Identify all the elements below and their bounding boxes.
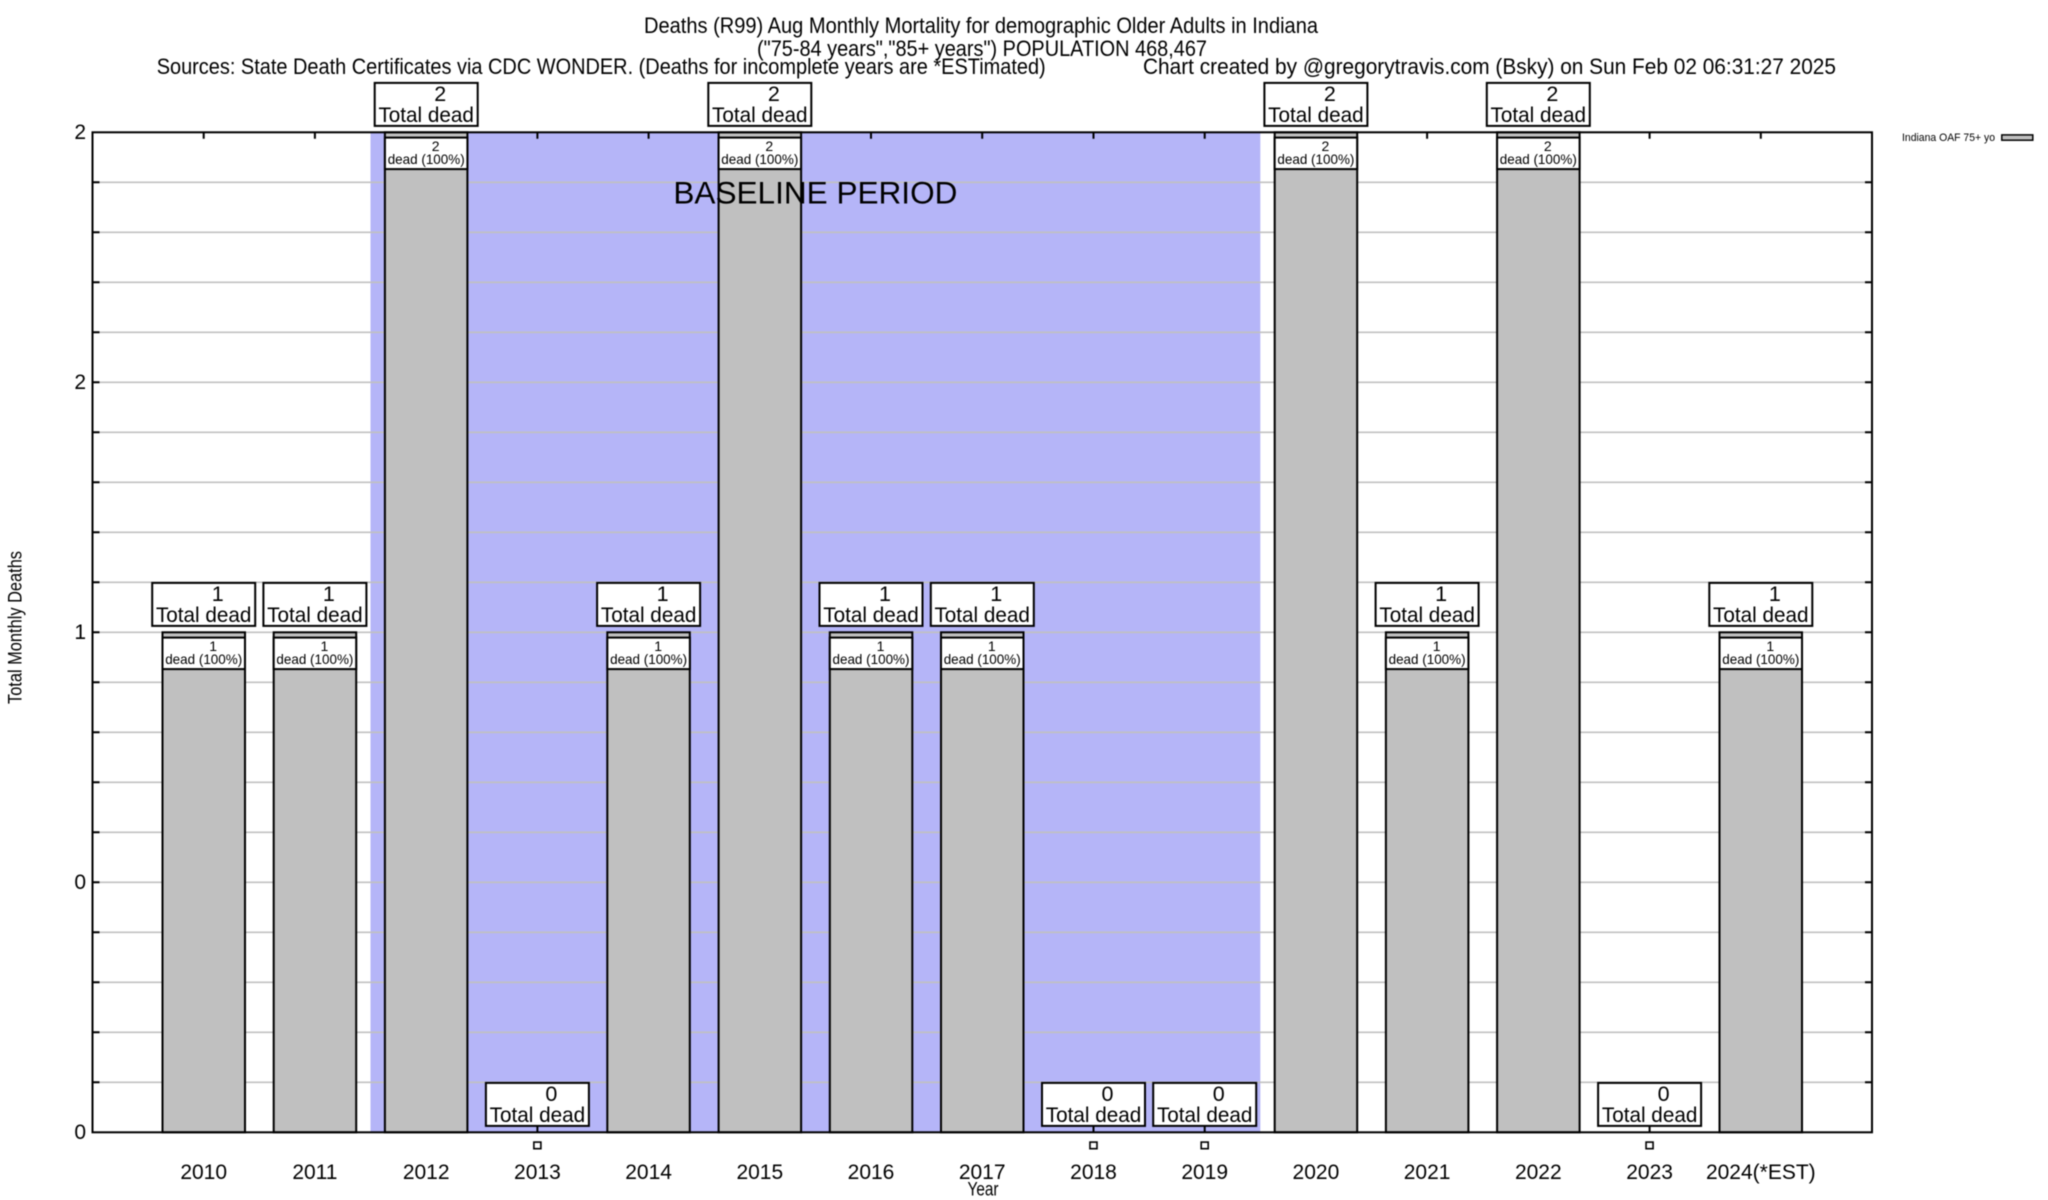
svg-text:dead (100%): dead (100%) — [1722, 651, 1799, 667]
svg-text:dead (100%): dead (100%) — [610, 651, 687, 667]
svg-text:0: 0 — [1658, 1082, 1670, 1106]
svg-text:0: 0 — [74, 1121, 86, 1144]
svg-text:Total dead: Total dead — [1046, 1103, 1142, 1127]
svg-text:1: 1 — [321, 638, 329, 654]
svg-text:2: 2 — [768, 82, 780, 106]
svg-text:2022: 2022 — [1515, 1161, 1562, 1184]
svg-text:Chart created by @gregorytravi: Chart created by @gregorytravis.com (Bsk… — [1143, 54, 1836, 79]
svg-text:1: 1 — [209, 638, 217, 654]
svg-text:Sources: State Death Certifica: Sources: State Death Certificates via CD… — [157, 54, 1046, 79]
svg-text:dead (100%): dead (100%) — [721, 151, 798, 167]
svg-text:Total dead: Total dead — [1157, 1103, 1253, 1127]
svg-text:2: 2 — [1324, 82, 1336, 106]
svg-text:1: 1 — [74, 621, 86, 644]
svg-text:Total dead: Total dead — [1379, 603, 1475, 627]
svg-text:0: 0 — [1213, 1082, 1225, 1106]
svg-text:Total dead: Total dead — [1268, 103, 1364, 127]
svg-text:1: 1 — [988, 638, 996, 654]
svg-text:1: 1 — [212, 582, 224, 606]
svg-text:1: 1 — [1435, 582, 1447, 606]
svg-text:Total dead: Total dead — [378, 103, 474, 127]
svg-text:("75-84 years","85+ years") PO: ("75-84 years","85+ years") POPULATION 4… — [757, 36, 1207, 61]
svg-text:dead (100%): dead (100%) — [1500, 151, 1577, 167]
svg-text:Total dead: Total dead — [1602, 1103, 1698, 1127]
svg-text:2017: 2017 — [959, 1161, 1006, 1184]
svg-text:dead (100%): dead (100%) — [165, 651, 242, 667]
svg-text:Total dead: Total dead — [823, 603, 919, 627]
svg-text:2: 2 — [74, 371, 86, 394]
svg-text:Year: Year — [968, 1179, 1000, 1200]
svg-text:Indiana OAF 75+ yo: Indiana OAF 75+ yo — [1902, 132, 1995, 144]
svg-text:2: 2 — [1546, 82, 1558, 106]
svg-text:Total dead: Total dead — [934, 603, 1030, 627]
svg-text:2023: 2023 — [1626, 1161, 1673, 1184]
svg-text:Total dead: Total dead — [1713, 603, 1809, 627]
svg-text:2015: 2015 — [736, 1161, 783, 1184]
svg-text:Total Monthly Deaths: Total Monthly Deaths — [6, 551, 27, 704]
svg-text:Total dead: Total dead — [267, 603, 363, 627]
svg-text:2: 2 — [434, 82, 446, 106]
svg-text:2: 2 — [1544, 138, 1552, 154]
svg-text:1: 1 — [1766, 638, 1774, 654]
svg-text:1: 1 — [654, 638, 662, 654]
svg-text:dead (100%): dead (100%) — [833, 651, 910, 667]
svg-text:2011: 2011 — [292, 1161, 337, 1184]
svg-text:Total dead: Total dead — [601, 603, 697, 627]
svg-text:2010: 2010 — [180, 1161, 227, 1184]
svg-text:1: 1 — [657, 582, 669, 606]
svg-text:Deaths (R99) Aug Monthly Morta: Deaths (R99) Aug Monthly Mortality for d… — [644, 13, 1319, 38]
svg-text:0: 0 — [1102, 1082, 1114, 1106]
svg-text:Total dead: Total dead — [156, 603, 252, 627]
svg-text:Total dead: Total dead — [1491, 103, 1587, 127]
svg-text:2: 2 — [1322, 138, 1330, 154]
svg-text:2: 2 — [432, 138, 440, 154]
svg-text:2012: 2012 — [403, 1161, 450, 1184]
svg-text:2014: 2014 — [625, 1161, 672, 1184]
svg-text:1: 1 — [877, 638, 885, 654]
svg-text:2: 2 — [765, 138, 773, 154]
svg-text:dead (100%): dead (100%) — [1389, 651, 1466, 667]
svg-text:2019: 2019 — [1181, 1161, 1228, 1184]
svg-text:dead (100%): dead (100%) — [276, 651, 353, 667]
svg-text:2024(*EST): 2024(*EST) — [1706, 1161, 1816, 1184]
svg-text:2018: 2018 — [1070, 1161, 1117, 1184]
svg-text:Total dead: Total dead — [490, 1103, 586, 1127]
svg-text:2: 2 — [74, 121, 86, 144]
svg-text:2020: 2020 — [1293, 1161, 1340, 1184]
svg-text:2013: 2013 — [514, 1161, 561, 1184]
svg-text:1: 1 — [323, 582, 335, 606]
svg-text:dead (100%): dead (100%) — [1277, 151, 1354, 167]
svg-text:dead (100%): dead (100%) — [944, 651, 1021, 667]
svg-text:1: 1 — [1433, 638, 1441, 654]
svg-text:2016: 2016 — [848, 1161, 895, 1184]
svg-text:1: 1 — [1769, 582, 1781, 606]
svg-text:0: 0 — [74, 871, 86, 894]
svg-text:1: 1 — [879, 582, 891, 606]
svg-text:BASELINE PERIOD: BASELINE PERIOD — [673, 175, 957, 211]
svg-text:dead (100%): dead (100%) — [388, 151, 465, 167]
svg-text:0: 0 — [545, 1082, 557, 1106]
svg-text:1: 1 — [990, 582, 1002, 606]
svg-text:2021: 2021 — [1404, 1161, 1451, 1184]
svg-text:Total dead: Total dead — [712, 103, 808, 127]
